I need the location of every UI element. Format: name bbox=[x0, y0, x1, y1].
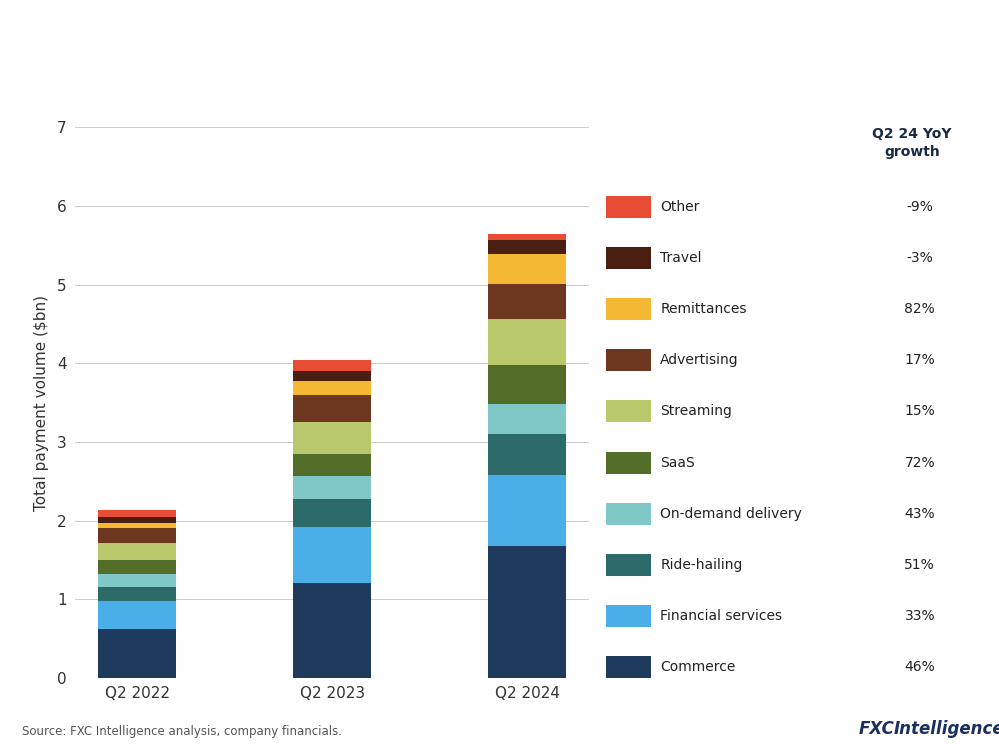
Bar bbox=[293, 583, 372, 678]
Bar bbox=[489, 546, 566, 678]
Text: SaaS: SaaS bbox=[660, 455, 695, 470]
Text: Q2 24 YoY
growth: Q2 24 YoY growth bbox=[872, 127, 952, 159]
Text: 17%: 17% bbox=[904, 354, 935, 367]
Bar bbox=[98, 601, 176, 629]
Bar bbox=[98, 509, 176, 517]
Text: Remittances: Remittances bbox=[660, 303, 746, 316]
Text: Other: Other bbox=[660, 200, 699, 214]
Text: Streaming: Streaming bbox=[660, 404, 732, 419]
Text: 43%: 43% bbox=[904, 506, 935, 521]
Bar bbox=[489, 254, 566, 284]
Bar bbox=[489, 404, 566, 434]
Bar bbox=[489, 319, 566, 365]
Bar bbox=[293, 372, 372, 381]
Bar bbox=[293, 395, 372, 422]
Text: Travel: Travel bbox=[660, 251, 701, 265]
Bar bbox=[293, 476, 372, 500]
Text: 82%: 82% bbox=[904, 303, 935, 316]
Text: -3%: -3% bbox=[906, 251, 933, 265]
Text: Intelligence: Intelligence bbox=[894, 720, 999, 738]
Text: Vertical diversification helps drive dLocal growth in Q2 2024: Vertical diversification helps drive dLo… bbox=[18, 27, 751, 47]
Bar bbox=[489, 284, 566, 319]
Bar bbox=[489, 240, 566, 254]
Bar bbox=[489, 475, 566, 546]
Bar bbox=[293, 527, 372, 583]
Bar bbox=[606, 247, 650, 269]
Text: Advertising: Advertising bbox=[660, 354, 739, 367]
Bar bbox=[606, 349, 650, 372]
Text: Commerce: Commerce bbox=[660, 660, 735, 674]
Bar bbox=[606, 656, 650, 678]
Bar bbox=[489, 234, 566, 240]
Bar bbox=[606, 554, 650, 576]
Bar bbox=[606, 196, 650, 218]
Text: 51%: 51% bbox=[904, 558, 935, 571]
Bar bbox=[293, 422, 372, 454]
Bar bbox=[98, 574, 176, 586]
Text: -9%: -9% bbox=[906, 200, 933, 214]
Bar bbox=[606, 298, 650, 321]
Text: FXC: FXC bbox=[858, 720, 894, 738]
Bar bbox=[606, 503, 650, 524]
Bar bbox=[98, 523, 176, 529]
Text: On-demand delivery: On-demand delivery bbox=[660, 506, 802, 521]
Bar bbox=[489, 434, 566, 475]
Text: 33%: 33% bbox=[904, 609, 935, 622]
Bar bbox=[293, 454, 372, 476]
Text: Source: FXC Intelligence analysis, company financials.: Source: FXC Intelligence analysis, compa… bbox=[22, 725, 342, 738]
Text: 72%: 72% bbox=[904, 455, 935, 470]
Text: Financial services: Financial services bbox=[660, 609, 782, 622]
Bar bbox=[293, 500, 372, 527]
Bar bbox=[98, 529, 176, 542]
Bar bbox=[293, 381, 372, 395]
Bar bbox=[98, 629, 176, 678]
Bar bbox=[98, 542, 176, 560]
Bar bbox=[606, 452, 650, 473]
Text: dLocal Q2 total payment volume by industry vertical, 2022-2024: dLocal Q2 total payment volume by indust… bbox=[18, 78, 494, 93]
Text: 15%: 15% bbox=[904, 404, 935, 419]
Text: Ride-hailing: Ride-hailing bbox=[660, 558, 742, 571]
Bar bbox=[98, 586, 176, 601]
Bar bbox=[606, 401, 650, 422]
Bar bbox=[293, 360, 372, 372]
Y-axis label: Total payment volume ($bn): Total payment volume ($bn) bbox=[34, 294, 49, 511]
Bar bbox=[489, 365, 566, 404]
Bar bbox=[98, 517, 176, 523]
Bar bbox=[606, 604, 650, 627]
Text: 46%: 46% bbox=[904, 660, 935, 674]
Bar bbox=[98, 560, 176, 574]
